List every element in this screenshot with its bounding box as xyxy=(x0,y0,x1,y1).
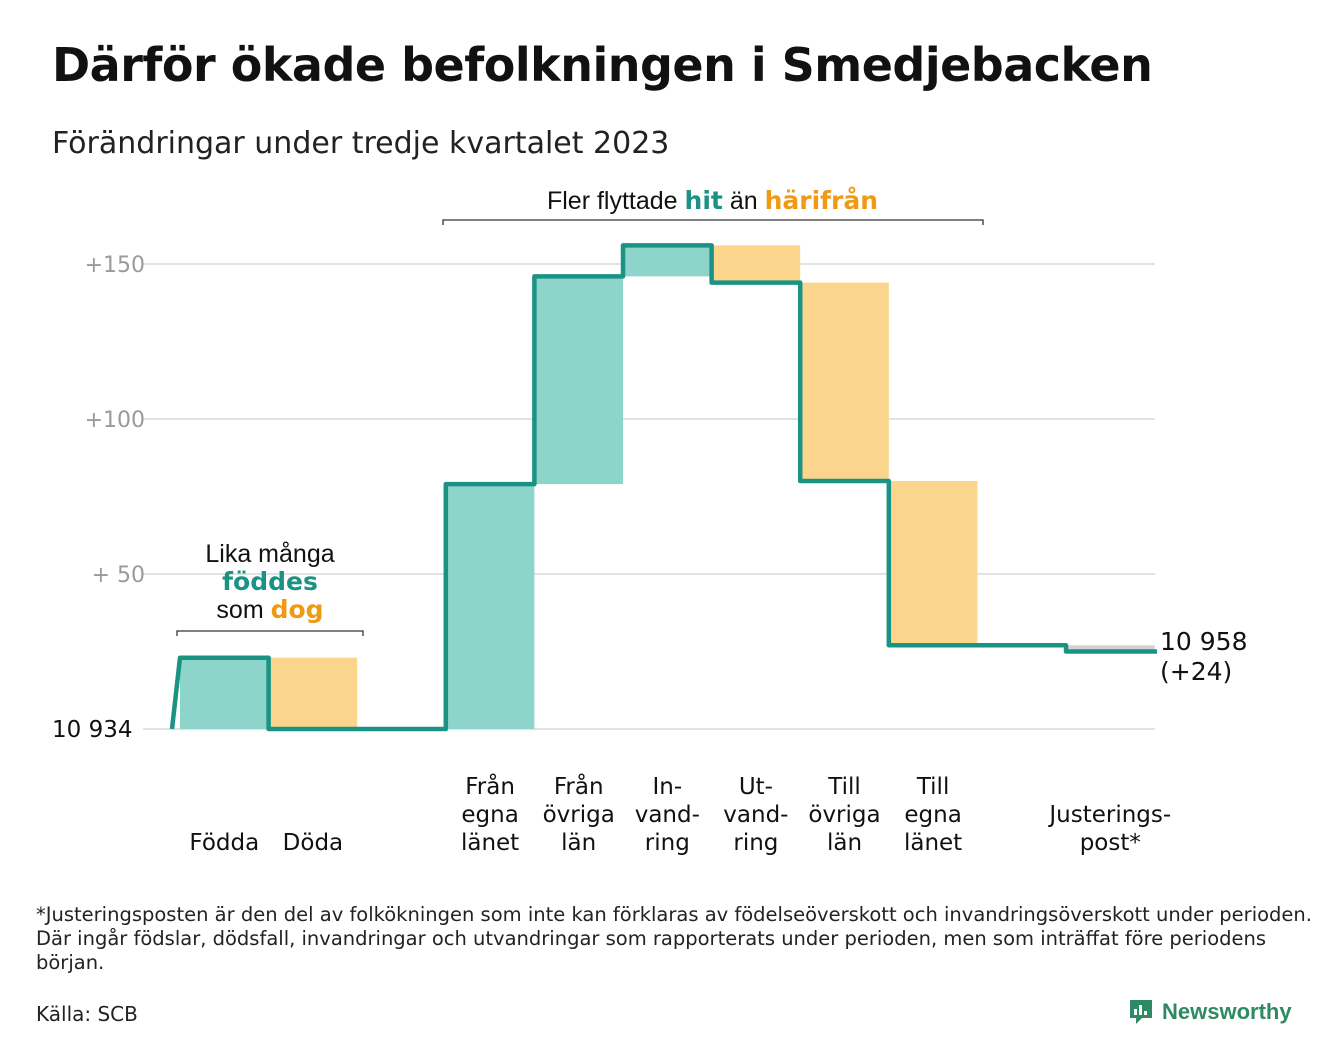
category-label: vand- xyxy=(635,802,700,828)
y-tick-label: + 50 xyxy=(92,563,145,588)
category-label: övriga xyxy=(808,802,880,828)
births-deaths-orange-word: dog xyxy=(270,595,324,624)
waterfall-bar xyxy=(888,481,978,646)
waterfall-bar xyxy=(1066,645,1155,652)
category-label: län xyxy=(561,830,596,856)
migration-annotation: Fler flyttade hit än härifrån xyxy=(440,186,985,216)
category-label: egna xyxy=(461,802,518,828)
births-deaths-line1: Lika många xyxy=(205,540,335,568)
waterfall-bar xyxy=(623,245,712,277)
births-deaths-annotation: Lika många föddes som dog xyxy=(180,540,360,624)
category-label: Justerings- xyxy=(1047,802,1171,828)
category-label: Födda xyxy=(189,830,259,856)
waterfall-bar xyxy=(268,657,358,729)
waterfall-bar xyxy=(711,245,801,283)
end-value-label: 10 958 xyxy=(1160,627,1247,656)
page-subtitle: Förändringar under tredje kvartalet 2023 xyxy=(52,126,670,161)
newsworthy-logo-icon xyxy=(1130,1000,1152,1024)
births-deaths-teal-word: föddes xyxy=(222,567,318,596)
category-label: egna xyxy=(904,802,961,828)
category-label: länet xyxy=(904,830,962,856)
brand-logo: Newsworthy xyxy=(1128,998,1292,1026)
category-label: Döda xyxy=(283,830,343,856)
waterfall-bar xyxy=(800,282,889,481)
category-label: Till xyxy=(827,774,861,800)
category-label: Från xyxy=(554,772,604,800)
category-label: post* xyxy=(1080,830,1141,856)
migration-bracket xyxy=(442,219,984,225)
brand-name: Newsworthy xyxy=(1162,999,1292,1024)
waterfall-bar xyxy=(180,657,269,729)
category-label: Ut- xyxy=(739,774,773,800)
category-label: län xyxy=(827,830,862,856)
y-tick-label: +100 xyxy=(85,408,145,433)
category-label: länet xyxy=(461,830,519,856)
y-tick-label: +150 xyxy=(85,253,145,278)
category-label: Från xyxy=(465,772,515,800)
waterfall-bar xyxy=(534,276,623,485)
waterfall-bar xyxy=(445,484,535,729)
page-title: Därför ökade befolkningen i Smedjebacken xyxy=(52,38,1153,92)
category-label: övriga xyxy=(543,802,615,828)
migration-teal-word: hit xyxy=(684,186,723,215)
end-change-label: (+24) xyxy=(1160,657,1232,686)
category-label: vand- xyxy=(723,802,788,828)
cumulative-step-line xyxy=(169,243,1157,732)
category-label: In- xyxy=(652,774,682,800)
migration-prefix: Fler flyttade xyxy=(546,187,678,215)
category-label: ring xyxy=(645,830,690,856)
footnote: *Justeringsposten är den del av folkökni… xyxy=(36,903,1312,974)
start-value-label: 10 934 xyxy=(52,717,132,743)
migration-orange-word: härifrån xyxy=(764,186,879,215)
source-note: Källa: SCB xyxy=(36,1002,138,1026)
migration-middle: än xyxy=(729,187,758,215)
births-deaths-bracket xyxy=(176,630,364,636)
category-label: ring xyxy=(733,830,778,856)
births-deaths-prefix: som xyxy=(216,596,264,624)
category-label: Till xyxy=(916,774,950,800)
